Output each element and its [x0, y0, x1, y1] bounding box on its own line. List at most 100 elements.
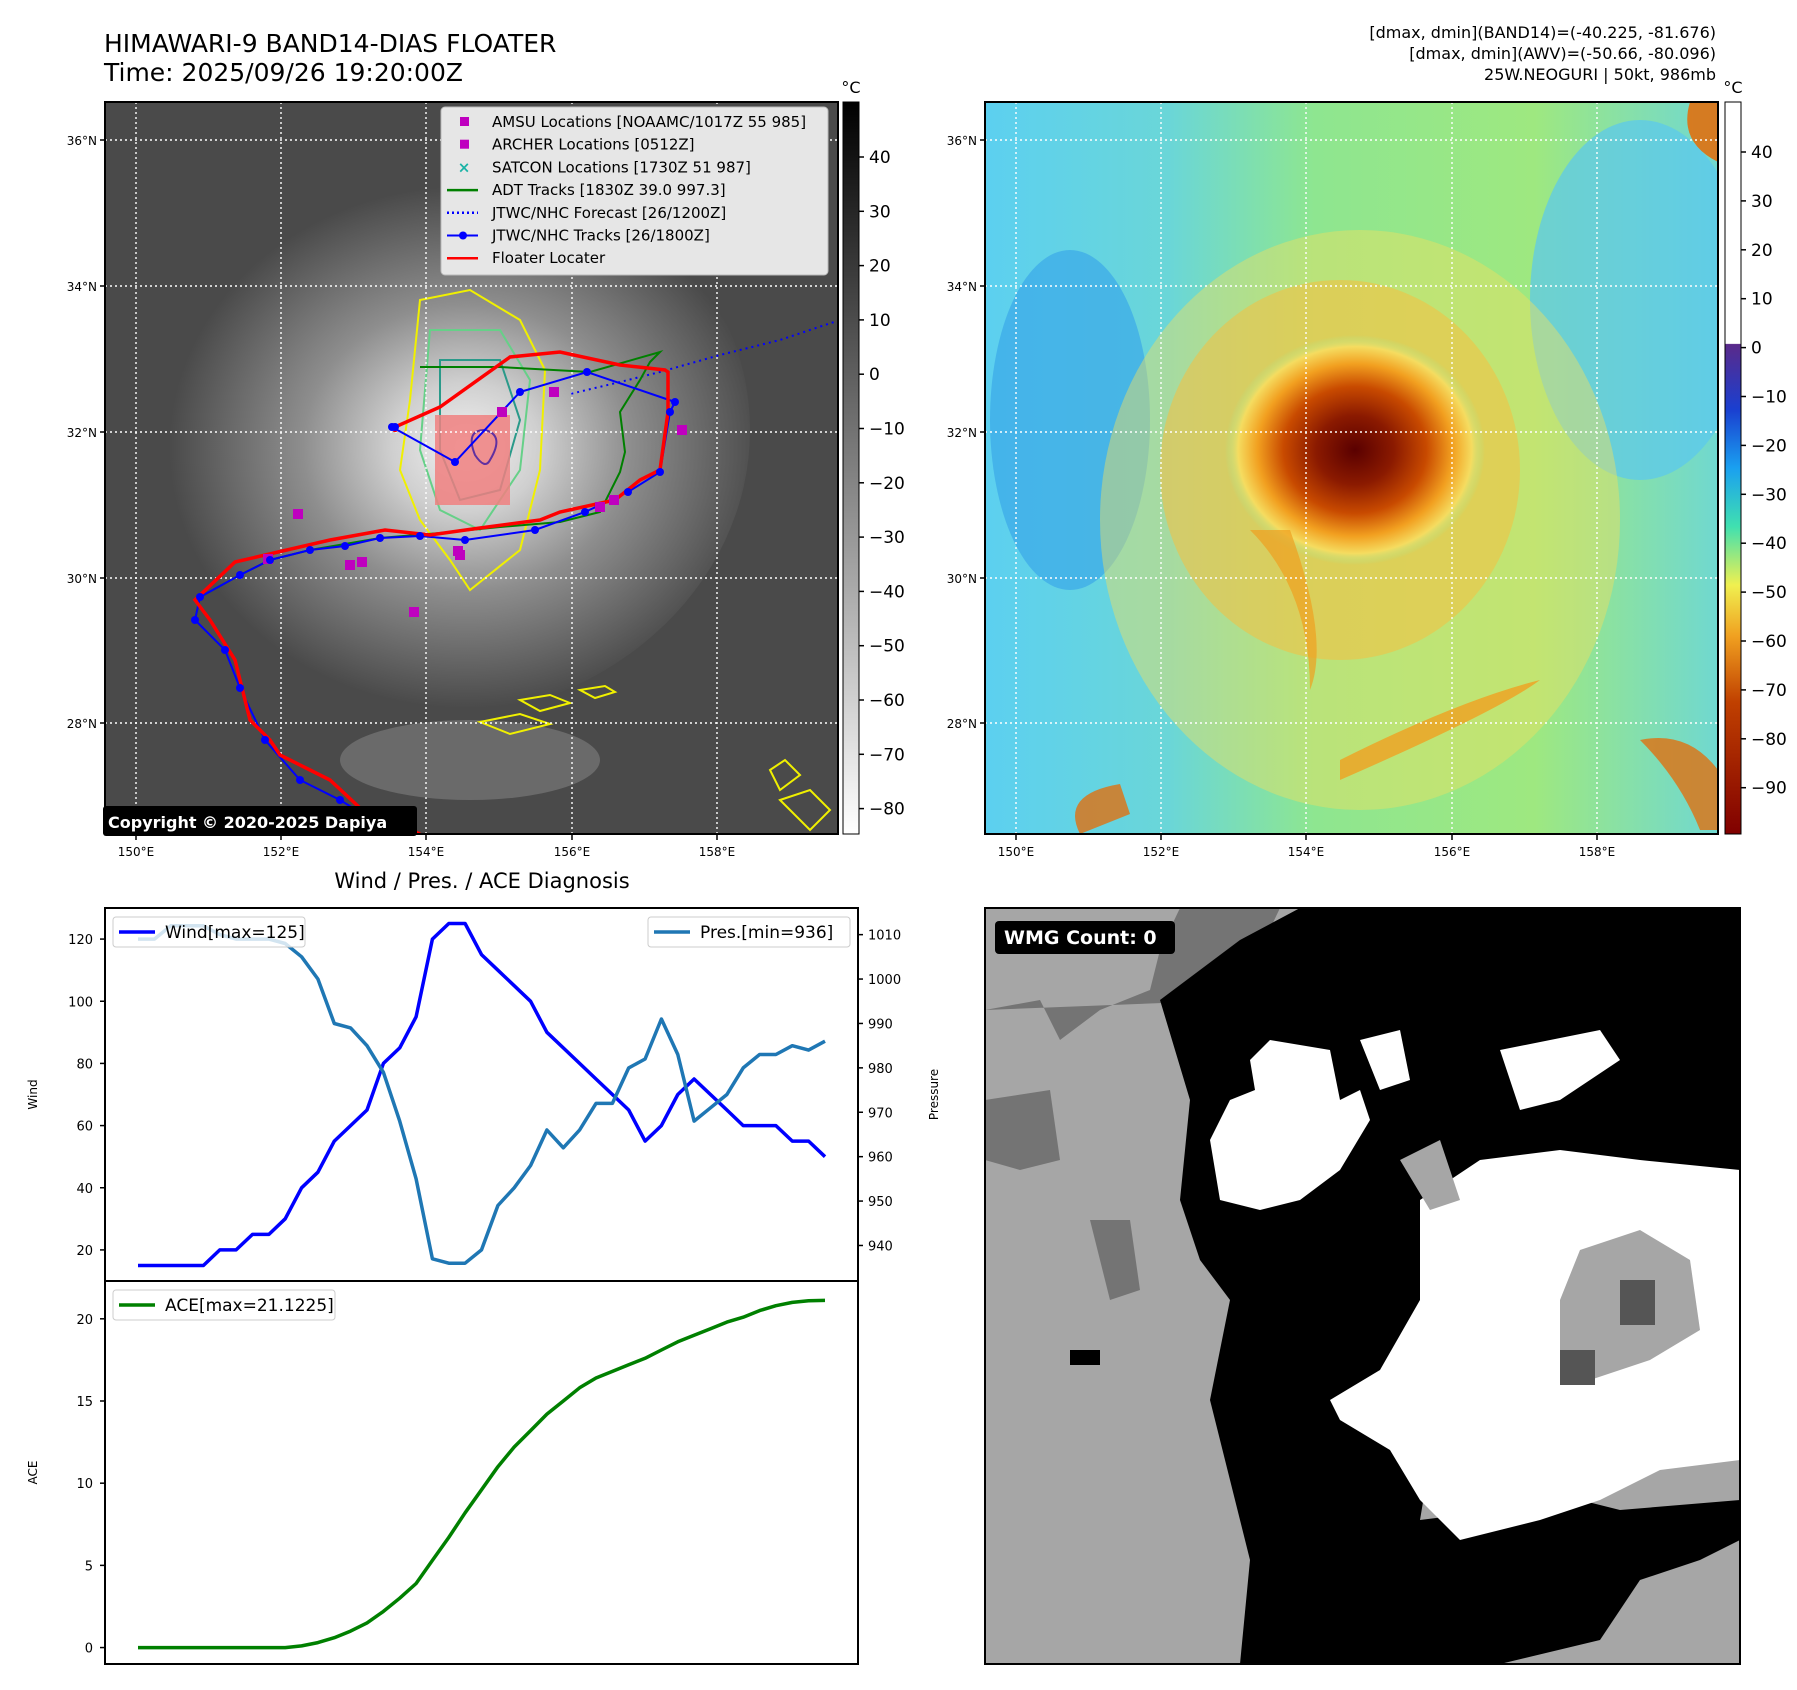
floater-highlight — [435, 415, 510, 505]
legend-item: JTWC/NHC Forecast [26/1200Z] — [447, 204, 726, 222]
awv-colorbar-ticks: 40 30 20 10 0 −10 −20 −30 −40 −50 −60 −70 −80 −90 — [1741, 143, 1787, 799]
colorbar-label: −30 — [1751, 485, 1787, 505]
legend-label: JTWC/NHC Tracks [26/1800Z] — [491, 227, 710, 245]
lon-label: 156°E — [1434, 845, 1471, 859]
legend-square-marker — [460, 139, 469, 149]
y-tick-label: 80 — [76, 1057, 93, 1072]
copyright-text: Copyright © 2020-2025 Dapiya — [108, 813, 387, 832]
colorbar-label: −50 — [869, 637, 905, 657]
colorbar-label: 20 — [1751, 241, 1773, 261]
amsu-marker — [453, 546, 463, 556]
track-point — [376, 534, 384, 542]
track-point — [624, 488, 632, 496]
awv-storm-core — [1225, 335, 1485, 565]
track-point — [581, 508, 589, 516]
wind-pressure-chart: 20 40 60 80 100 120 940 950 960 970 980 990 1000 1010… — [26, 907, 941, 1282]
legend-square-marker — [460, 117, 469, 126]
colorbar-label: −80 — [1751, 730, 1787, 750]
colorbar-label: −10 — [869, 420, 905, 440]
ir-frame — [104, 101, 839, 835]
series-line-1 — [138, 921, 827, 1268]
track-point — [416, 532, 424, 540]
y-tick-label: 5 — [85, 1559, 93, 1574]
awv-colorbar-unit: °C — [1723, 78, 1742, 97]
colorbar-label: 0 — [1751, 339, 1762, 359]
wmg-count-badge — [995, 921, 1175, 954]
legend-label: ARCHER Locations [0512Z] — [492, 136, 695, 154]
track-point — [221, 646, 229, 654]
y-tick-label: 10 — [76, 1477, 93, 1492]
band14-stats: [dmax, dmin](BAND14)=(-40.225, -81.676) — [1369, 23, 1716, 42]
legend-label: Pres.[min=936] — [700, 923, 833, 943]
lat-label: 30°N — [67, 572, 97, 586]
y-right-tick-label: 970 — [868, 1106, 893, 1121]
wmg-frame — [984, 907, 1741, 1665]
copyright-badge — [103, 806, 417, 836]
jtwc-best-track — [193, 370, 677, 834]
legend-right: Pres.[min=936] — [647, 916, 851, 948]
ir-tracks — [191, 319, 838, 834]
track-point — [266, 556, 274, 564]
colorbar-label: 30 — [1751, 192, 1773, 212]
legend-label: ACE[max=21.1225] — [165, 1296, 334, 1316]
amsu-marker — [293, 509, 303, 519]
track-point — [391, 423, 399, 431]
amsu-marker — [609, 495, 619, 505]
amsu-marker — [357, 557, 367, 567]
legend-item: × SATCON Locations [1730Z 51 987] — [458, 158, 751, 176]
lon-label: 154°E — [408, 845, 445, 859]
y-tick-label: 20 — [76, 1313, 93, 1328]
lat-label: 32°N — [67, 426, 97, 440]
colorbar-label: −90 — [1751, 779, 1787, 799]
legend-x-marker: × — [458, 158, 471, 176]
colorbar-label: −80 — [869, 800, 905, 820]
legend-left: Wind[max=125] — [112, 916, 306, 948]
colorbar-label: 10 — [869, 311, 891, 331]
legend-dot-marker — [459, 231, 467, 240]
legend-item: ARCHER Locations [0512Z] — [460, 136, 695, 154]
plot-frame — [104, 1280, 859, 1665]
ir-colorbar-ticks: 40 30 20 10 0 −10 −20 −30 −40 −50 −60 −70 −80 — [859, 148, 905, 820]
lat-label: 34°N — [947, 280, 977, 294]
lon-label: 150°E — [118, 845, 155, 859]
lat-label: 36°N — [67, 134, 97, 148]
lat-label: 34°N — [67, 280, 97, 294]
ir-colorbar-unit: °C — [841, 78, 860, 97]
colorbar-label: −20 — [869, 474, 905, 494]
colorbar-label: 30 — [869, 202, 891, 222]
lon-label: 154°E — [1288, 845, 1325, 859]
series-line-1 — [138, 1298, 826, 1650]
y-right-tick-label: 1010 — [868, 929, 901, 944]
lon-label: 158°E — [699, 845, 736, 859]
legend-item: Floater Locater — [447, 249, 606, 267]
colorbar-label: −70 — [869, 745, 905, 765]
awv-colorbar — [1724, 101, 1742, 835]
y-right-tick-label: 990 — [868, 1017, 893, 1032]
legend-box — [112, 916, 306, 948]
lat-label: 30°N — [947, 572, 977, 586]
amsu-marker — [409, 607, 419, 617]
amsu-markers — [263, 387, 687, 617]
awv-map-panel: 36°N 34°N 32°N 30°N 28°N 150°E 152°E 154°E 156°… — [947, 78, 1787, 859]
track-point — [583, 368, 591, 376]
amsu-marker — [677, 425, 687, 435]
y-tick-label: 15 — [76, 1395, 93, 1410]
track-point — [516, 388, 524, 396]
amsu-marker — [549, 387, 559, 397]
diagnosis-title: Wind / Pres. / ACE Diagnosis — [334, 869, 629, 893]
ir-lon-labels: 150°E 152°E 154°E 156°E 158°E — [118, 834, 736, 859]
legend-item: ADT Tracks [1830Z 39.0 997.3] — [447, 181, 726, 199]
amsu-marker — [345, 560, 355, 570]
legend-left: ACE[max=21.1225] — [112, 1289, 336, 1321]
y-right-tick-label: 950 — [868, 1195, 893, 1210]
y-tick-label: 100 — [68, 995, 93, 1010]
amsu-marker — [497, 407, 507, 417]
awv-frame — [984, 101, 1719, 835]
ir-map-panel: 36°N 34°N 32°N 30°N 28°N 150°E 152°E 154°E 156°… — [67, 78, 905, 859]
track-point — [341, 542, 349, 550]
colorbar-label: 40 — [1751, 143, 1773, 163]
y-right-tick-label: 940 — [868, 1239, 893, 1254]
awv-lon-labels: 150°E 152°E 154°E 156°E 158°E — [998, 834, 1615, 859]
track-point — [666, 408, 674, 416]
